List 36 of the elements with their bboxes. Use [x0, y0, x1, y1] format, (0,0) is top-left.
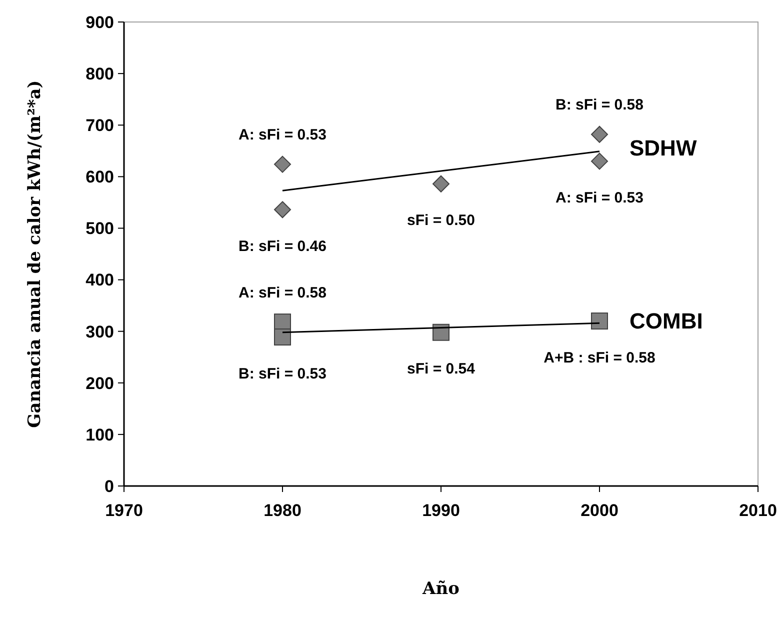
annotation: B: sFi = 0.46: [238, 238, 326, 255]
point: [274, 201, 291, 218]
series-label: COMBI: [630, 308, 703, 334]
y-tick-label: 700: [86, 116, 114, 136]
x-tick-label: 1970: [105, 501, 143, 520]
annotation: A: sFi = 0.53: [238, 126, 326, 144]
point: [432, 175, 450, 192]
point: [591, 152, 608, 170]
y-tick-label: 300: [86, 322, 114, 342]
x-axis-title: Año: [422, 579, 460, 599]
y-tick-label: 200: [86, 374, 114, 393]
y-tick-label: 100: [86, 425, 114, 444]
x-tick-label: 1980: [264, 501, 302, 520]
y-tick-label: 600: [86, 168, 114, 187]
point: [274, 328, 291, 346]
annotation: B: sFi = 0.58: [556, 96, 644, 114]
x-tick-label: 1990: [422, 501, 460, 520]
y-tick-label: 500: [86, 219, 114, 238]
annotation: A: sFi = 0.53: [556, 189, 644, 206]
series-label: SDHW: [630, 135, 697, 160]
point: [591, 312, 608, 330]
x-tick-label: 2000: [580, 501, 618, 520]
y-tick-label: 900: [86, 12, 114, 32]
point: [591, 126, 608, 143]
annotation: A: sFi = 0.58: [238, 284, 326, 302]
x-tick-label: 2010: [739, 501, 777, 520]
annotation: sFi = 0.50: [407, 212, 475, 230]
y-axis-title: Ganancia anual de calor kWh/(m²*a): [25, 80, 45, 428]
point: [274, 156, 291, 173]
point: [432, 324, 450, 341]
y-tick-label: 800: [86, 64, 114, 84]
y-tick-label: 0: [104, 476, 114, 496]
y-tick-label: 400: [86, 270, 114, 290]
annotation: A+B : sFi = 0.58: [544, 349, 656, 366]
annotation: sFi = 0.54: [407, 360, 476, 378]
annotation: B: sFi = 0.53: [238, 365, 326, 382]
